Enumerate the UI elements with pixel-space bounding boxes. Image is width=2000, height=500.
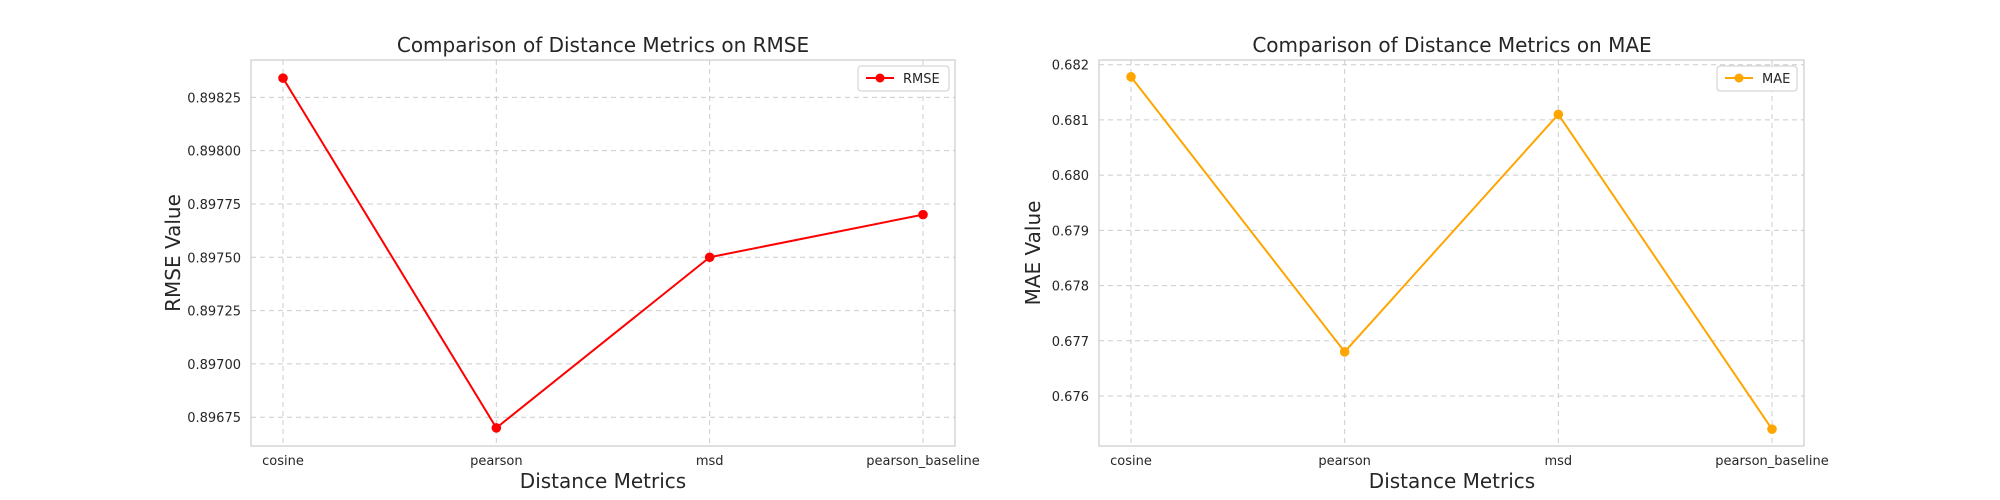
- data-point: [278, 73, 288, 83]
- chart-title: Comparison of Distance Metrics on MAE: [1252, 33, 1651, 57]
- x-tick-label: pearson_baseline: [866, 454, 979, 469]
- x-tick-label: cosine: [1110, 454, 1152, 469]
- y-tick-label: 0.676: [1052, 390, 1089, 405]
- x-tick-label: pearson: [470, 454, 523, 469]
- x-tick-label: msd: [696, 454, 724, 469]
- chart-rmse: Comparison of Distance Metrics on RMSE 0…: [161, 33, 980, 493]
- y-tick-label: 0.680: [1052, 169, 1089, 184]
- y-axis-ticks: 0.89675 0.89700 0.89725 0.89750 0.89775 0.898…: [187, 91, 241, 426]
- data-point: [704, 252, 715, 263]
- y-tick-label: 0.682: [1052, 59, 1089, 74]
- plot-frame: [250, 59, 956, 447]
- y-tick-label: 0.89800: [187, 145, 241, 160]
- series-layer: [1126, 72, 1777, 434]
- x-axis-ticks: cosine pearson msd pearson_baseline: [262, 454, 980, 469]
- x-axis-ticks: cosine pearson msd pearson_baseline: [1110, 454, 1829, 469]
- x-tick-label: msd: [1544, 454, 1572, 469]
- plot-frame: [1098, 59, 1805, 447]
- grid: [1099, 60, 1804, 446]
- y-tick-label: 0.678: [1052, 280, 1089, 295]
- y-tick-label: 0.89825: [187, 91, 241, 106]
- y-axis-label: RMSE Value: [161, 194, 185, 312]
- y-tick-label: 0.89775: [187, 198, 241, 213]
- y-tick-label: 0.679: [1052, 224, 1089, 239]
- y-tick-label: 0.681: [1052, 114, 1089, 129]
- y-axis-ticks: 0.676 0.677 0.678 0.679 0.680 0.681 0.682: [1052, 59, 1089, 405]
- data-point: [1339, 347, 1350, 357]
- legend-box: [857, 65, 950, 92]
- y-axis-label: MAE Value: [1021, 201, 1045, 306]
- data-point: [491, 423, 502, 433]
- legend: RMSE: [857, 65, 950, 92]
- legend-label: MAE: [1762, 72, 1790, 87]
- y-tick-label: 0.89675: [187, 411, 241, 426]
- series-line: [282, 77, 924, 430]
- legend: MAE: [1716, 65, 1798, 92]
- x-axis-label: Distance Metrics: [520, 469, 686, 493]
- grid: [251, 60, 955, 446]
- chart-mae: Comparison of Distance Metrics on MAE 0.…: [1021, 33, 1829, 493]
- x-tick-label: pearson: [1318, 454, 1371, 469]
- legend-box: [1716, 65, 1798, 92]
- legend-marker: [1734, 73, 1744, 83]
- data-point: [1126, 72, 1136, 82]
- y-tick-label: 0.89700: [187, 358, 241, 373]
- legend-marker: [875, 73, 885, 83]
- y-tick-label: 0.677: [1052, 335, 1089, 350]
- x-tick-label: cosine: [262, 454, 304, 469]
- y-tick-label: 0.89725: [187, 305, 241, 320]
- series-layer: [278, 73, 928, 433]
- legend-label: RMSE: [903, 72, 940, 87]
- x-tick-label: pearson_baseline: [1715, 454, 1828, 469]
- data-point: [1767, 424, 1777, 434]
- series-line: [1130, 76, 1773, 430]
- chart-title: Comparison of Distance Metrics on RMSE: [397, 33, 809, 57]
- data-point: [1553, 109, 1564, 120]
- x-axis-label: Distance Metrics: [1369, 469, 1535, 493]
- data-point: [918, 209, 928, 220]
- y-tick-label: 0.89750: [187, 251, 241, 266]
